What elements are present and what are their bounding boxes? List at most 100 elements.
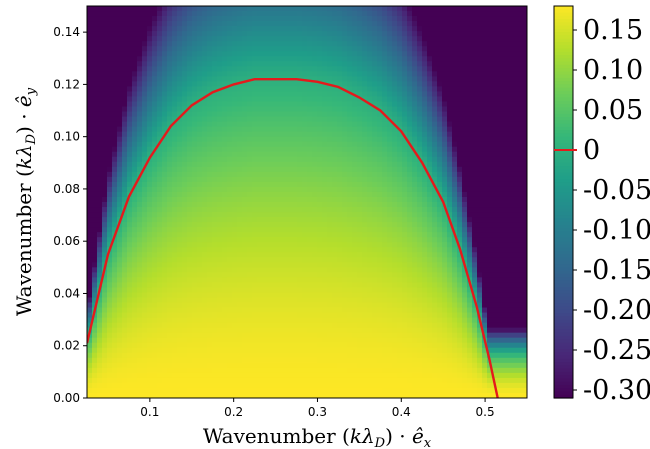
heatmap-cell xyxy=(102,116,108,123)
heatmap-cell xyxy=(327,126,333,133)
heatmap-cell xyxy=(142,196,148,203)
heatmap-cell xyxy=(327,272,333,278)
heatmap-cell xyxy=(87,86,93,93)
heatmap-cell xyxy=(197,362,203,369)
heatmap-cell xyxy=(257,26,263,32)
heatmap-cell xyxy=(187,116,193,123)
heatmap-cell xyxy=(397,151,403,158)
heatmap-cell xyxy=(92,262,98,268)
heatmap-cell xyxy=(207,61,213,67)
heatmap-cell xyxy=(372,101,378,108)
heatmap-cell xyxy=(107,181,113,188)
heatmap-cell xyxy=(332,181,338,188)
heatmap-cell xyxy=(312,217,318,223)
heatmap-cell xyxy=(142,392,148,398)
heatmap-cell xyxy=(312,312,318,319)
heatmap-cell xyxy=(247,247,253,253)
heatmap-cell xyxy=(352,176,358,183)
heatmap-cell xyxy=(107,377,113,384)
heatmap-cell xyxy=(387,66,393,72)
heatmap-cell xyxy=(102,96,108,103)
heatmap-cell xyxy=(147,207,153,213)
heatmap-cell xyxy=(257,227,263,233)
heatmap-cell xyxy=(377,257,383,263)
heatmap-cell xyxy=(162,156,168,163)
heatmap-cell xyxy=(207,207,213,213)
heatmap-cell xyxy=(132,11,138,17)
heatmap-cell xyxy=(172,66,178,72)
heatmap-cell xyxy=(342,196,348,203)
heatmap-cell xyxy=(197,31,203,37)
heatmap-cell xyxy=(177,181,183,188)
heatmap-cell xyxy=(92,272,98,278)
heatmap-cell xyxy=(267,272,273,278)
heatmap-cell xyxy=(242,382,248,389)
heatmap-cell xyxy=(117,181,123,188)
heatmap-cell xyxy=(312,307,318,314)
heatmap-cell xyxy=(287,126,293,133)
heatmap-cell xyxy=(172,207,178,213)
heatmap-cell xyxy=(342,161,348,168)
heatmap-cell xyxy=(297,272,303,278)
heatmap-cell xyxy=(377,307,383,314)
heatmap-cell xyxy=(247,66,253,72)
heatmap-cell xyxy=(172,191,178,198)
heatmap-cell xyxy=(322,116,328,123)
heatmap-cell xyxy=(307,267,313,273)
heatmap-cell xyxy=(182,302,188,309)
heatmap-cell xyxy=(342,272,348,278)
heatmap-cell xyxy=(382,81,388,88)
heatmap-cell xyxy=(277,146,283,153)
heatmap-cell xyxy=(147,282,153,289)
heatmap-cell xyxy=(222,116,228,123)
heatmap-cell xyxy=(302,337,308,344)
heatmap-cell xyxy=(197,322,203,329)
heatmap-cell xyxy=(372,257,378,263)
heatmap-cell xyxy=(272,282,278,289)
heatmap-cell xyxy=(387,101,393,108)
heatmap-cell xyxy=(357,382,363,389)
heatmap-cell xyxy=(282,217,288,223)
heatmap-cell xyxy=(402,312,408,319)
heatmap-cell xyxy=(247,212,253,218)
heatmap-cell xyxy=(317,161,323,168)
heatmap-cell xyxy=(227,96,233,103)
heatmap-cell xyxy=(207,342,213,349)
heatmap-cell xyxy=(342,181,348,188)
heatmap-cell xyxy=(307,312,313,319)
heatmap-cell xyxy=(357,41,363,47)
heatmap-cell xyxy=(87,262,93,268)
heatmap-cell xyxy=(277,21,283,27)
heatmap-cell xyxy=(192,382,198,389)
heatmap-cell xyxy=(107,61,113,67)
heatmap-cell xyxy=(272,166,278,173)
heatmap-cell xyxy=(317,212,323,218)
heatmap-cell xyxy=(172,146,178,153)
heatmap-cell xyxy=(332,297,338,304)
heatmap-cell xyxy=(112,342,118,349)
heatmap-cell xyxy=(132,307,138,314)
heatmap-cell xyxy=(247,342,253,349)
heatmap-cell xyxy=(282,146,288,153)
heatmap-cell xyxy=(132,81,138,88)
heatmap-cell xyxy=(362,151,368,158)
heatmap-cell xyxy=(387,367,393,374)
heatmap-cell xyxy=(212,272,218,278)
heatmap-cell xyxy=(167,307,173,314)
heatmap-cell xyxy=(307,232,313,238)
heatmap-cell xyxy=(347,347,353,354)
heatmap-cell xyxy=(102,11,108,17)
heatmap-cell xyxy=(97,61,103,67)
heatmap-cell xyxy=(287,267,293,273)
heatmap-cell xyxy=(192,116,198,123)
heatmap-cell xyxy=(222,36,228,42)
heatmap-cell xyxy=(337,347,343,354)
heatmap-cell xyxy=(207,36,213,42)
heatmap-cell xyxy=(292,212,298,218)
heatmap-cell xyxy=(322,91,328,98)
heatmap-cell xyxy=(392,111,398,118)
heatmap-cell xyxy=(192,357,198,364)
heatmap-cell xyxy=(127,46,133,52)
heatmap-cell xyxy=(237,161,243,168)
heatmap-cell xyxy=(367,277,373,284)
